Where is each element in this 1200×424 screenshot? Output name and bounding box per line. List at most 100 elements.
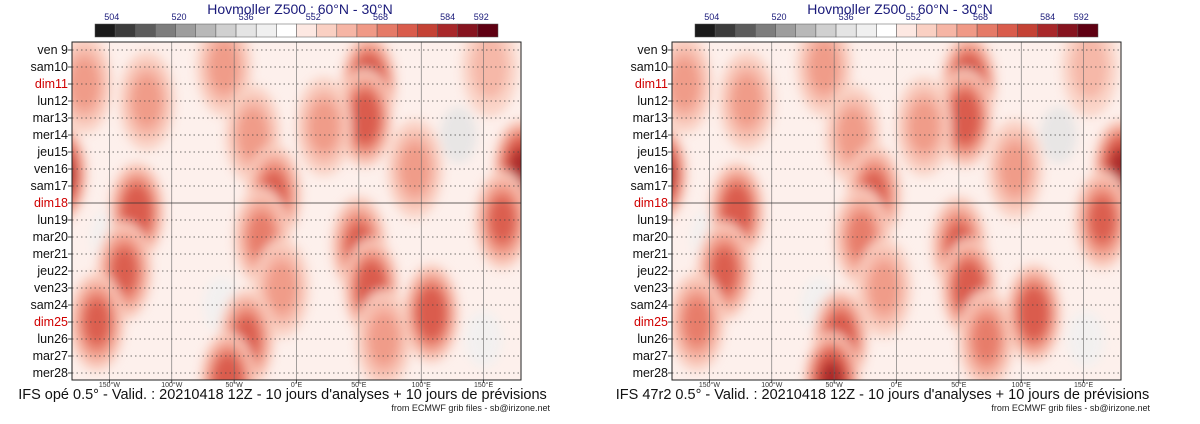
ridge-mark <box>803 331 860 380</box>
colorbar-label: 536 <box>238 12 254 22</box>
ridge-mark <box>672 129 688 219</box>
day-label: ven 9 <box>637 43 668 57</box>
colorbar-swatch <box>477 23 499 38</box>
colorbar-swatch <box>735 23 756 38</box>
day-label: lun12 <box>37 94 68 108</box>
ridge-mark <box>958 289 1015 380</box>
lon-label: 0°E <box>290 382 303 389</box>
colorbar-swatch <box>916 23 938 38</box>
day-label: ven23 <box>633 281 668 295</box>
colorbar-swatch <box>155 23 176 38</box>
colorbar-label: 536 <box>838 12 854 22</box>
colorbar-label: 592 <box>1073 12 1089 22</box>
colorbar-swatch <box>795 23 817 38</box>
day-label: lun26 <box>37 332 68 346</box>
colorbar-swatch <box>114 23 136 38</box>
day-label: sam24 <box>630 298 668 312</box>
day-label: dim18 <box>633 196 668 210</box>
ridge-mark <box>72 129 88 219</box>
colorbar-label: 568 <box>372 12 388 22</box>
ridge-mark <box>1005 263 1062 364</box>
day-label: lun19 <box>637 213 668 227</box>
colorbar-swatch <box>94 23 116 38</box>
colorbar-swatch <box>755 23 776 38</box>
chart-title: Hovmoller Z500 : 60°N - 30°N <box>207 1 393 17</box>
ridge-mark <box>1074 170 1121 270</box>
day-label: lun26 <box>637 332 668 346</box>
trough-mark <box>1040 107 1077 163</box>
colorbar-swatch <box>296 23 317 38</box>
day-label: dim25 <box>633 315 668 329</box>
colorbar-swatch <box>936 23 958 38</box>
day-label: mer14 <box>32 128 68 142</box>
colorbar-label: 552 <box>305 12 321 22</box>
ridge-mark <box>461 42 518 117</box>
day-label: jeu22 <box>637 264 668 278</box>
colorbar-swatch <box>815 23 837 38</box>
day-label: dim18 <box>33 196 68 210</box>
colorbar-swatch <box>135 23 156 38</box>
colorbar-label: 584 <box>1040 12 1056 22</box>
colorbar-label: 520 <box>771 12 787 22</box>
colorbar-swatch <box>356 23 378 38</box>
colorbar-swatch <box>876 23 897 38</box>
colorbar-swatch <box>437 23 458 38</box>
day-label: mer14 <box>632 128 668 142</box>
chart-title: Hovmoller Z500 : 60°N - 30°N <box>807 1 993 17</box>
day-label: mer28 <box>32 366 68 380</box>
lon-label: 150°W <box>98 382 120 389</box>
colorbar-swatch <box>997 23 1018 38</box>
day-label: mer21 <box>32 247 68 261</box>
day-label: mar13 <box>632 111 668 125</box>
colorbar-label: 504 <box>704 12 720 22</box>
colorbar-swatch <box>1057 23 1079 38</box>
lon-label: 100°E <box>1011 382 1031 389</box>
chart-caption: IFS 47r2 0.5° - Valid. : 20210418 12Z - … <box>615 387 1150 403</box>
colorbar-label: 584 <box>440 12 456 22</box>
lon-label: 50°W <box>225 382 243 389</box>
colorbar-label: 568 <box>972 12 988 22</box>
colorbar-swatch <box>775 23 797 38</box>
colorbar-swatch <box>1017 23 1038 38</box>
ridge-mark <box>403 263 460 364</box>
chart-source: from ECMWF grib files - sb@irizone.net <box>991 403 1150 413</box>
ridge-mark <box>72 272 125 372</box>
lon-label: 100°E <box>411 382 431 389</box>
lon-label: 150°W <box>698 382 720 389</box>
colorbar-swatch <box>376 23 398 38</box>
colorbar-swatch <box>235 23 257 38</box>
ridge-mark <box>718 51 775 151</box>
hovmoller-chart <box>68 23 522 383</box>
day-label: lun12 <box>637 94 668 108</box>
colorbar-swatch <box>457 23 479 38</box>
day-label: lun19 <box>37 213 68 227</box>
colorbar-swatch <box>175 23 197 38</box>
day-label: dim11 <box>634 77 668 91</box>
hovmoller-panel-ifs-ope: Hovmoller Z500 : 60°N - 30°N 504 520 536 55… <box>18 1 550 413</box>
hovmoller-panel-ifs-47r2: Hovmoller Z500 : 60°N - 30°N 504 520 536 55… <box>600 0 1200 424</box>
lon-label: 0°E <box>890 382 903 389</box>
ridge-mark <box>295 76 352 177</box>
lon-label: 50°E <box>951 382 967 389</box>
colorbar-label: 504 <box>104 12 120 22</box>
ridge-mark <box>696 221 753 321</box>
lon-label: 150°E <box>1074 382 1094 389</box>
colorbar-swatch <box>336 23 358 38</box>
ridge-mark <box>118 51 175 151</box>
lon-label: 100°W <box>761 382 783 389</box>
colorbar-swatch <box>417 23 438 38</box>
colorbar-label: 552 <box>905 12 921 22</box>
day-label: mer21 <box>632 247 668 261</box>
colorbar-swatch <box>896 23 917 38</box>
day-label: sam10 <box>630 60 668 74</box>
day-label: sam24 <box>30 298 68 312</box>
day-label: dim25 <box>33 315 68 329</box>
day-label: sam17 <box>30 179 68 193</box>
colorbar-swatch <box>316 23 338 38</box>
colorbar-swatch <box>397 23 418 38</box>
day-label: ven16 <box>633 162 668 176</box>
ridge-mark <box>108 161 165 262</box>
day-label: jeu15 <box>637 145 668 159</box>
lon-label: 50°W <box>825 382 843 389</box>
colorbar-swatch <box>855 23 877 38</box>
